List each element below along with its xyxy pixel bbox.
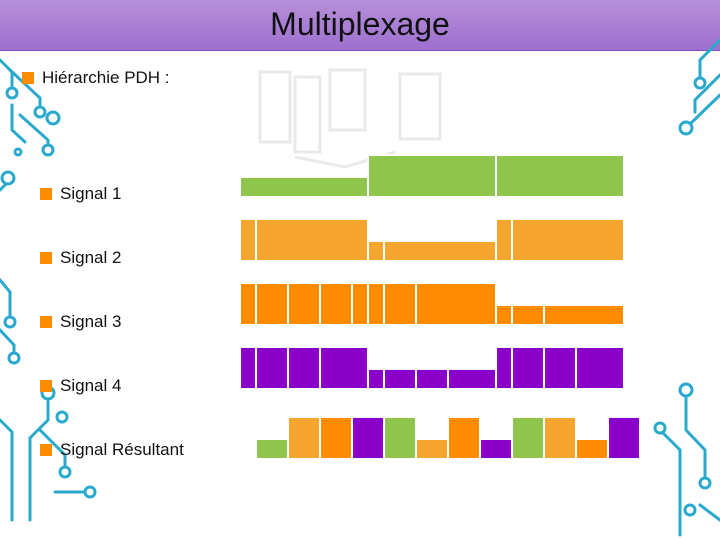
signal-3-block bbox=[351, 282, 369, 326]
signal-4-block bbox=[367, 368, 385, 390]
signal-4-item: Signal 4 bbox=[40, 376, 121, 396]
signal-4-block bbox=[383, 368, 417, 390]
signal-4-block bbox=[495, 346, 513, 390]
signal-4-block bbox=[447, 368, 497, 390]
signal-4-block bbox=[511, 346, 545, 390]
result-block bbox=[255, 438, 289, 460]
signal-2-block bbox=[495, 218, 513, 262]
result-block bbox=[543, 416, 577, 460]
result-block bbox=[383, 416, 417, 460]
signal-1-block bbox=[367, 154, 497, 198]
main-bullet-text: Hiérarchie PDH : bbox=[42, 68, 170, 87]
signal-3-block bbox=[255, 282, 289, 326]
page-title: Multiplexage bbox=[270, 6, 450, 42]
bullet-square-icon bbox=[40, 316, 52, 328]
signal-1-block bbox=[239, 176, 369, 198]
signal-3-block bbox=[287, 282, 321, 326]
result-block bbox=[447, 416, 481, 460]
signal-3-label: Signal 3 bbox=[60, 312, 122, 331]
signal-3-block bbox=[239, 282, 257, 326]
result-block bbox=[575, 438, 609, 460]
signal-4-block bbox=[287, 346, 321, 390]
main-bullet: Hiérarchie PDH : bbox=[22, 68, 170, 88]
bullet-square-icon bbox=[40, 444, 52, 456]
result-block bbox=[351, 416, 385, 460]
signal-1-label: Signal 1 bbox=[60, 184, 122, 203]
title-bar: Multiplexage bbox=[0, 0, 720, 51]
result-block bbox=[511, 416, 545, 460]
signal-4-label: Signal 4 bbox=[60, 376, 122, 395]
signal-2-item: Signal 2 bbox=[40, 248, 121, 268]
signal-3-block bbox=[511, 304, 545, 326]
signal-result-item: Signal Résultant bbox=[40, 440, 184, 460]
signal-2-block bbox=[255, 218, 369, 262]
bullet-square-icon bbox=[22, 72, 34, 84]
signal-4-block bbox=[575, 346, 625, 390]
bullet-square-icon bbox=[40, 188, 52, 200]
signal-2-block bbox=[239, 218, 257, 262]
signal-1-block bbox=[495, 154, 625, 198]
result-block bbox=[319, 416, 353, 460]
bullet-square-icon bbox=[40, 252, 52, 264]
bullet-square-icon bbox=[40, 380, 52, 392]
result-block bbox=[607, 416, 641, 460]
signal-3-item: Signal 3 bbox=[40, 312, 121, 332]
signal-4-block bbox=[543, 346, 577, 390]
signal-2-label: Signal 2 bbox=[60, 248, 122, 267]
result-block bbox=[287, 416, 321, 460]
signal-3-block bbox=[319, 282, 353, 326]
signal-2-block bbox=[367, 240, 385, 262]
result-block bbox=[479, 438, 513, 460]
signal-3-block bbox=[415, 282, 497, 326]
signal-4-block bbox=[415, 368, 449, 390]
signal-2-block bbox=[511, 218, 625, 262]
signal-4-block bbox=[319, 346, 369, 390]
signal-3-block bbox=[367, 282, 385, 326]
signal-result-label: Signal Résultant bbox=[60, 440, 184, 459]
signal-3-block bbox=[495, 304, 513, 326]
result-block bbox=[415, 438, 449, 460]
signal-3-block bbox=[383, 282, 417, 326]
signal-4-block bbox=[255, 346, 289, 390]
signal-2-block bbox=[383, 240, 497, 262]
signal-1-item: Signal 1 bbox=[40, 184, 121, 204]
signal-3-block bbox=[543, 304, 625, 326]
signal-4-block bbox=[239, 346, 257, 390]
